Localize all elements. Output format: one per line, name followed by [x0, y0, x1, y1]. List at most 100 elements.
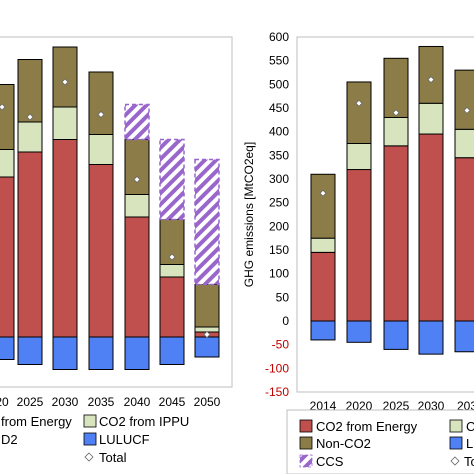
- right-bar-non_co2-2025: [383, 57, 409, 118]
- left-bar-non_co2-2025: [17, 59, 43, 123]
- right-bar-lulucf-2035: [454, 320, 474, 353]
- right-y-tick-label: -150: [265, 385, 289, 399]
- legend-label: D2: [1, 432, 18, 447]
- right-y-tick-label: 250: [269, 196, 289, 210]
- left-bar-co2_ippu-2045: [159, 264, 185, 278]
- right-bar-co2_ippu-2035: [454, 128, 474, 159]
- right-bar-co2_ippu-2025: [383, 116, 409, 147]
- right-total-marker-2030: [427, 76, 435, 84]
- right-x-tick-label: 203: [457, 399, 474, 413]
- left-bar-co2_energy-2030: [52, 139, 78, 338]
- legend-swatch-total: [450, 456, 460, 466]
- right-bar-non_co2-2014: [310, 173, 336, 239]
- left-bar-non_co2-2050: [194, 284, 220, 328]
- left-x-tick-label: 2025: [17, 395, 44, 409]
- right-bar-co2_energy-2025: [383, 145, 409, 322]
- right-y-tick-label: 100: [269, 267, 289, 281]
- right-y-tick-label: 550: [269, 54, 289, 68]
- left-x-tick-label: 2030: [52, 395, 79, 409]
- legend-swatch-co2-ippu: [83, 414, 97, 428]
- right-x-tick-label: 2014: [310, 399, 337, 413]
- left-bar-non_co2-2040: [124, 139, 150, 195]
- right-y-tick-label: -50: [272, 338, 290, 352]
- legend-label: L: [466, 436, 473, 451]
- left-chart: 20 2025 2030 2035 2040 2045 2050: [0, 36, 233, 409]
- right-bar-non_co2-2020: [346, 81, 372, 144]
- right-bar-co2_energy-2020: [346, 169, 372, 322]
- right-y-tick-label: 350: [269, 148, 289, 162]
- right-x-tick-label: 2030: [418, 399, 445, 413]
- left-bar-co2_energy-2045: [159, 276, 185, 338]
- right-bar-lulucf-2025: [383, 320, 409, 350]
- right-y-tick-label: 150: [269, 243, 289, 257]
- legend-swatch-non-co2: [299, 436, 313, 450]
- right-y-tick-label: 50: [276, 290, 290, 304]
- legend-swatch-co2-energy: [299, 419, 313, 433]
- left-total-marker-2040: [133, 175, 141, 184]
- right-bar-co2_ippu-2020: [346, 143, 372, 171]
- left-x-tick-label: 2045: [159, 395, 186, 409]
- right-y-tick-label: 500: [269, 77, 289, 91]
- right-total-marker-2014: [319, 189, 327, 197]
- left-plot-frame: [0, 36, 233, 388]
- left-bar-lulucf-2040: [124, 336, 150, 370]
- legend-label: Non-CO2: [316, 436, 371, 451]
- left-bar-co2_ippu-2020: [0, 149, 15, 178]
- left-bar-co2_energy-2025: [17, 151, 43, 338]
- left-total-marker-2045: [168, 253, 176, 261]
- left-total-marker-2020: [0, 103, 6, 111]
- right-y-tick-label: 300: [269, 172, 289, 186]
- left-x-tick-label: 2035: [88, 395, 115, 409]
- right-y-tick-label: 400: [269, 125, 289, 139]
- right-bar-lulucf-2030: [418, 320, 444, 355]
- legend-swatch-lulucf: [449, 436, 463, 450]
- left-bar-lulucf-2025: [17, 336, 43, 365]
- left-bar-co2_energy-2035: [88, 164, 114, 338]
- right-total-marker-2025: [392, 109, 400, 117]
- left-bar-ccs-2050: [194, 158, 220, 286]
- right-bar-non_co2-2035: [454, 69, 474, 130]
- legend-label: CCS: [316, 454, 344, 469]
- right-y-tick-label: 450: [269, 101, 289, 115]
- left-bar-co2_ippu-2040: [124, 194, 150, 218]
- right-bar-co2_energy-2030: [418, 133, 444, 322]
- legend-swatch-lulucf: [83, 432, 97, 446]
- left-x-tick-label: 2050: [194, 395, 221, 409]
- left-bar-co2_energy-2040: [124, 216, 150, 338]
- left-legend: from Energy CO2 from IPPU D2 LULUCF Total: [1, 414, 189, 465]
- right-y-tick-label: 600: [269, 30, 289, 44]
- right-legend: CO2 from Energy C Non-CO2 L CCS To: [286, 409, 474, 474]
- right-legend-frame: [286, 409, 474, 474]
- left-x-tick-label: 20: [0, 395, 9, 409]
- left-bar-lulucf-2050: [194, 336, 220, 358]
- left-bar-non_co2-2020: [0, 84, 15, 150]
- right-bar-non_co2-2030: [418, 45, 444, 104]
- legend-swatch-co2-ippu: [449, 419, 463, 433]
- legend-label: Total: [99, 450, 127, 465]
- left-bar-non_co2-2035: [88, 71, 114, 135]
- right-bar-co2_ippu-2030: [418, 102, 444, 135]
- legend-swatch-ccs: [299, 454, 313, 468]
- left-bar-ccs-2040: [124, 103, 150, 141]
- right-plot-frame: [296, 36, 474, 393]
- left-bar-non_co2-2030: [52, 46, 78, 108]
- left-total-marker-2035: [97, 110, 105, 119]
- right-total-marker-2020: [355, 99, 363, 107]
- left-total-marker-2030: [61, 78, 69, 86]
- legend-label: LULUCF: [99, 432, 150, 447]
- left-bar-co2_energy-2020: [0, 176, 15, 338]
- legend-label: CO2 from Energy: [316, 419, 418, 434]
- right-bar-co2_ippu-2014: [310, 237, 336, 253]
- left-bar-co2_ippu-2030: [52, 106, 78, 140]
- left-bar-lulucf-2045: [159, 336, 185, 365]
- right-x-tick-label: 2025: [383, 399, 410, 413]
- left-bar-co2_ippu-2025: [17, 121, 43, 153]
- right-y-axis-title: GHG emissions [MtCO2eq]: [242, 142, 256, 287]
- left-bar-co2_ippu-2035: [88, 134, 114, 165]
- right-y-tick-label: 0: [282, 314, 289, 328]
- right-x-tick-label: 2020: [346, 399, 373, 413]
- legend-label: C: [466, 419, 474, 434]
- right-total-marker-2035: [463, 106, 471, 114]
- legend-label: CO2 from IPPU: [99, 414, 189, 429]
